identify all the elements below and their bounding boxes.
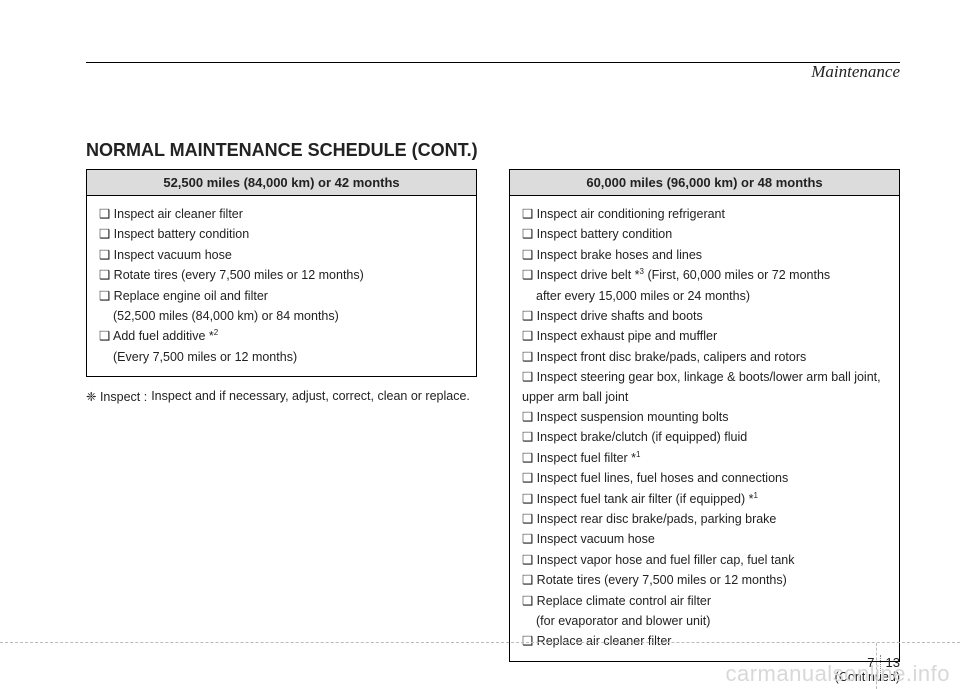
list-item-sub: (for evaporator and blower unit) xyxy=(522,612,889,631)
list-item: ❑ Inspect air conditioning refrigerant xyxy=(522,205,889,224)
left-box-body: ❑ Inspect air cleaner filter❑ Inspect ba… xyxy=(86,196,477,377)
list-item-sub: (52,500 miles (84,000 km) or 84 months) xyxy=(99,307,466,326)
columns: 52,500 miles (84,000 km) or 42 months ❑ … xyxy=(86,169,900,684)
list-item: ❑ Replace climate control air filter xyxy=(522,592,889,611)
list-item: ❑ Add fuel additive *2 xyxy=(99,327,466,347)
list-item: ❑ Inspect drive shafts and boots xyxy=(522,307,889,326)
list-item-sub: after every 15,000 miles or 24 months) xyxy=(522,287,889,306)
page-number: 13 xyxy=(883,655,900,670)
list-item: ❑ Inspect vacuum hose xyxy=(99,246,466,265)
list-item: ❑ Inspect suspension mounting bolts xyxy=(522,408,889,427)
list-item: ❑ Inspect battery condition xyxy=(522,225,889,244)
list-item: ❑ Inspect drive belt *3 (First, 60,000 m… xyxy=(522,266,889,286)
footer: 7 13 xyxy=(860,655,900,673)
header-rule xyxy=(86,62,900,63)
inspect-note: ❈ Inspect : Inspect and if necessary, ad… xyxy=(86,389,477,404)
continued-label: (Continued) xyxy=(509,670,900,684)
list-item: ❑ Inspect fuel filter *1 xyxy=(522,449,889,469)
list-item: ❑ Inspect vacuum hose xyxy=(522,530,889,549)
note-text: Inspect and if necessary, adjust, correc… xyxy=(147,389,477,404)
list-item: ❑ Inspect fuel tank air filter (if equip… xyxy=(522,490,889,510)
left-column: 52,500 miles (84,000 km) or 42 months ❑ … xyxy=(86,169,477,684)
footer-separator xyxy=(880,655,881,673)
list-item: ❑ Inspect rear disc brake/pads, parking … xyxy=(522,510,889,529)
right-column: 60,000 miles (96,000 km) or 48 months ❑ … xyxy=(509,169,900,684)
page: Maintenance NORMAL MAINTENANCE SCHEDULE … xyxy=(0,0,960,689)
left-box-heading: 52,500 miles (84,000 km) or 42 months xyxy=(86,169,477,196)
list-item: ❑ Inspect steering gear box, linkage & b… xyxy=(522,368,889,407)
list-item: ❑ Rotate tires (every 7,500 miles or 12 … xyxy=(522,571,889,590)
header: Maintenance xyxy=(86,62,900,106)
note-label: ❈ Inspect : xyxy=(86,389,147,404)
dash-horizontal xyxy=(0,642,960,643)
list-item-sub: (Every 7,500 miles or 12 months) xyxy=(99,348,466,367)
list-item: ❑ Inspect air cleaner filter xyxy=(99,205,466,224)
list-item: ❑ Inspect battery condition xyxy=(99,225,466,244)
page-title: NORMAL MAINTENANCE SCHEDULE (CONT.) xyxy=(86,140,900,161)
section-label: Maintenance xyxy=(811,62,900,82)
chapter-number: 7 xyxy=(860,655,878,670)
list-item: ❑ Inspect exhaust pipe and muffler xyxy=(522,327,889,346)
list-item: ❑ Rotate tires (every 7,500 miles or 12 … xyxy=(99,266,466,285)
list-item: ❑ Inspect vapor hose and fuel filler cap… xyxy=(522,551,889,570)
right-box-heading: 60,000 miles (96,000 km) or 48 months xyxy=(509,169,900,196)
list-item: ❑ Inspect brake hoses and lines xyxy=(522,246,889,265)
list-item: ❑ Inspect front disc brake/pads, caliper… xyxy=(522,348,889,367)
list-item: ❑ Inspect fuel lines, fuel hoses and con… xyxy=(522,469,889,488)
right-box-body: ❑ Inspect air conditioning refrigerant❑ … xyxy=(509,196,900,662)
list-item: ❑ Inspect brake/clutch (if equipped) flu… xyxy=(522,428,889,447)
list-item: ❑ Replace engine oil and filter xyxy=(99,287,466,306)
